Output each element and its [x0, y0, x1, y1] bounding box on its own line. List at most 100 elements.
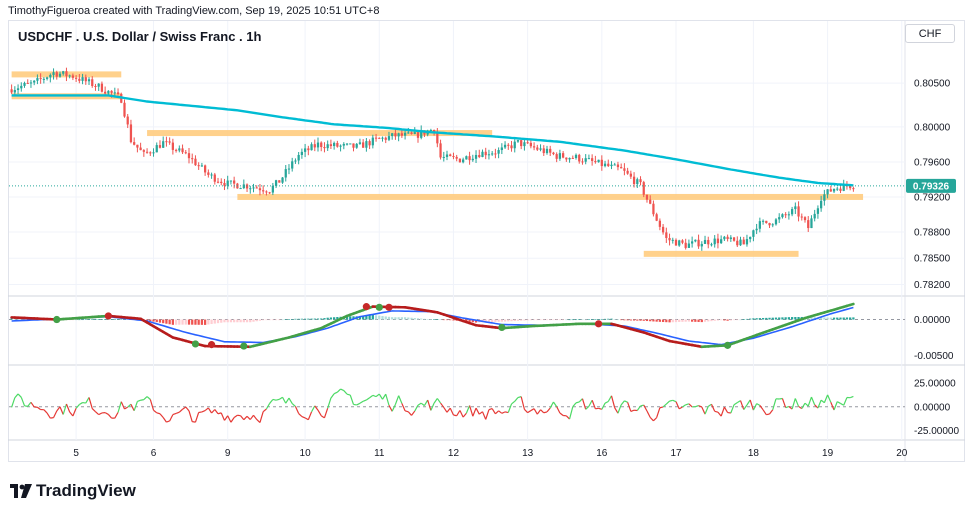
macd-histogram-bar	[249, 319, 252, 323]
macd-histogram-bar	[687, 319, 691, 322]
oscillator-line-segment	[682, 404, 687, 408]
candle-body	[365, 141, 368, 148]
oscillator-line-segment	[488, 407, 493, 411]
oscillator-line-segment	[37, 406, 41, 411]
macd-histogram-bar	[381, 316, 384, 320]
macd-histogram-bar	[542, 319, 545, 321]
oscillator-line-segment	[514, 397, 519, 402]
macd-histogram-bar	[365, 315, 368, 320]
candle-body	[126, 116, 129, 125]
oscillator-line-segment	[465, 405, 471, 414]
macd-histogram-bar	[532, 319, 536, 321]
last-price-tag	[906, 178, 956, 193]
candle-body	[539, 148, 542, 150]
oscillator-line-segment	[475, 407, 480, 415]
candle-body	[797, 206, 800, 217]
macd-histogram-bar	[87, 319, 91, 320]
macd-histogram-bar	[265, 319, 268, 321]
macd-histogram-bar	[558, 319, 562, 321]
oscillator-line-segment	[453, 414, 457, 417]
oscillator-line-segment	[736, 400, 741, 404]
macd-histogram-bar	[510, 319, 513, 322]
macd-histogram-bar	[71, 319, 75, 321]
oscillator-line-segment	[294, 406, 300, 414]
oscillator-line-segment	[175, 411, 180, 414]
candle-body	[668, 238, 671, 241]
candle-body	[745, 239, 749, 245]
candle-body	[333, 142, 336, 147]
oscillator-line-segment	[540, 409, 545, 414]
oscillator-line-segment	[662, 403, 667, 408]
oscillator-line-segment	[265, 403, 271, 410]
tradingview-logo[interactable]: TradingView	[10, 481, 136, 501]
macd-histogram-bar	[307, 318, 310, 320]
oscillator-line-segment	[710, 404, 716, 412]
candle-body	[384, 137, 387, 140]
candle-body	[713, 238, 716, 245]
oscillator-line-segment	[233, 414, 238, 418]
macd-histogram-bar	[323, 318, 326, 320]
candle-body	[784, 214, 787, 216]
candle-body	[387, 136, 391, 140]
time-tick-label: 17	[670, 448, 682, 459]
macd-histogram-bar	[503, 319, 507, 322]
macd-histogram-bar	[329, 317, 333, 320]
macd-histogram-bar	[258, 319, 262, 321]
oscillator-line-segment	[20, 397, 26, 406]
candle-body	[116, 92, 120, 94]
tradingview-logo-icon	[10, 484, 32, 498]
candle-body	[823, 194, 826, 201]
candle-body	[526, 142, 529, 144]
oscillator-line-segment	[214, 409, 219, 415]
macd-histogram-bar	[268, 319, 271, 321]
grid-lines	[8, 20, 965, 462]
candle-body	[720, 239, 723, 244]
candle-body	[491, 153, 494, 155]
macd-histogram-bar	[494, 319, 497, 322]
macd-histogram-bar	[636, 319, 639, 321]
macd-histogram-bar	[397, 317, 400, 320]
oscillator-line-segment	[272, 398, 277, 401]
macd-panel	[9, 302, 905, 350]
oscillator-line-segment	[581, 398, 587, 410]
macd-histogram-bar	[620, 319, 623, 321]
oscillator-line-segment	[814, 404, 819, 409]
oscillator-line-segment	[372, 394, 377, 398]
oscillator-line-segment	[833, 401, 838, 411]
macd-histogram-bar	[200, 319, 204, 325]
macd-histogram-bar	[226, 319, 229, 323]
oscillator-line-segment	[449, 407, 455, 416]
macd-histogram-bar	[158, 319, 162, 323]
oscillator-line-segment	[407, 411, 412, 416]
macd-histogram-bar	[439, 319, 442, 321]
price-tick-label: 0.79600	[914, 157, 951, 168]
macd-histogram-bar	[797, 317, 800, 320]
currency-button[interactable]: CHF	[905, 24, 955, 43]
macd-histogram-bar	[210, 319, 213, 325]
oscillator-line-segment	[114, 412, 119, 419]
macd-histogram-bar	[403, 317, 407, 320]
candle-body	[581, 161, 584, 163]
candle-body	[20, 85, 23, 89]
oscillator-line-segment	[720, 406, 725, 417]
macd-tick-label: -0.00500	[914, 351, 954, 362]
candle-body	[129, 124, 133, 143]
macd-histogram-bar	[729, 319, 732, 321]
oscillator-line-segment	[843, 397, 848, 406]
oscillator-line-segment	[717, 411, 722, 417]
candle-body	[542, 148, 545, 154]
candle-body	[239, 188, 242, 190]
candle-body	[287, 168, 291, 170]
macd-histogram-bar	[674, 319, 678, 323]
oscillator-line-segment	[507, 403, 513, 413]
price-tick-label: 0.78500	[914, 254, 951, 265]
candle-body	[755, 228, 758, 231]
macd-histogram-bar	[445, 319, 449, 321]
oscillator-line-segment	[107, 414, 113, 419]
macd-histogram-bar	[632, 319, 636, 321]
cross-marker	[594, 320, 603, 328]
oscillator-line-segment	[336, 388, 341, 393]
oscillator-line-segment	[317, 409, 322, 417]
oscillator-line-segment	[185, 406, 190, 412]
